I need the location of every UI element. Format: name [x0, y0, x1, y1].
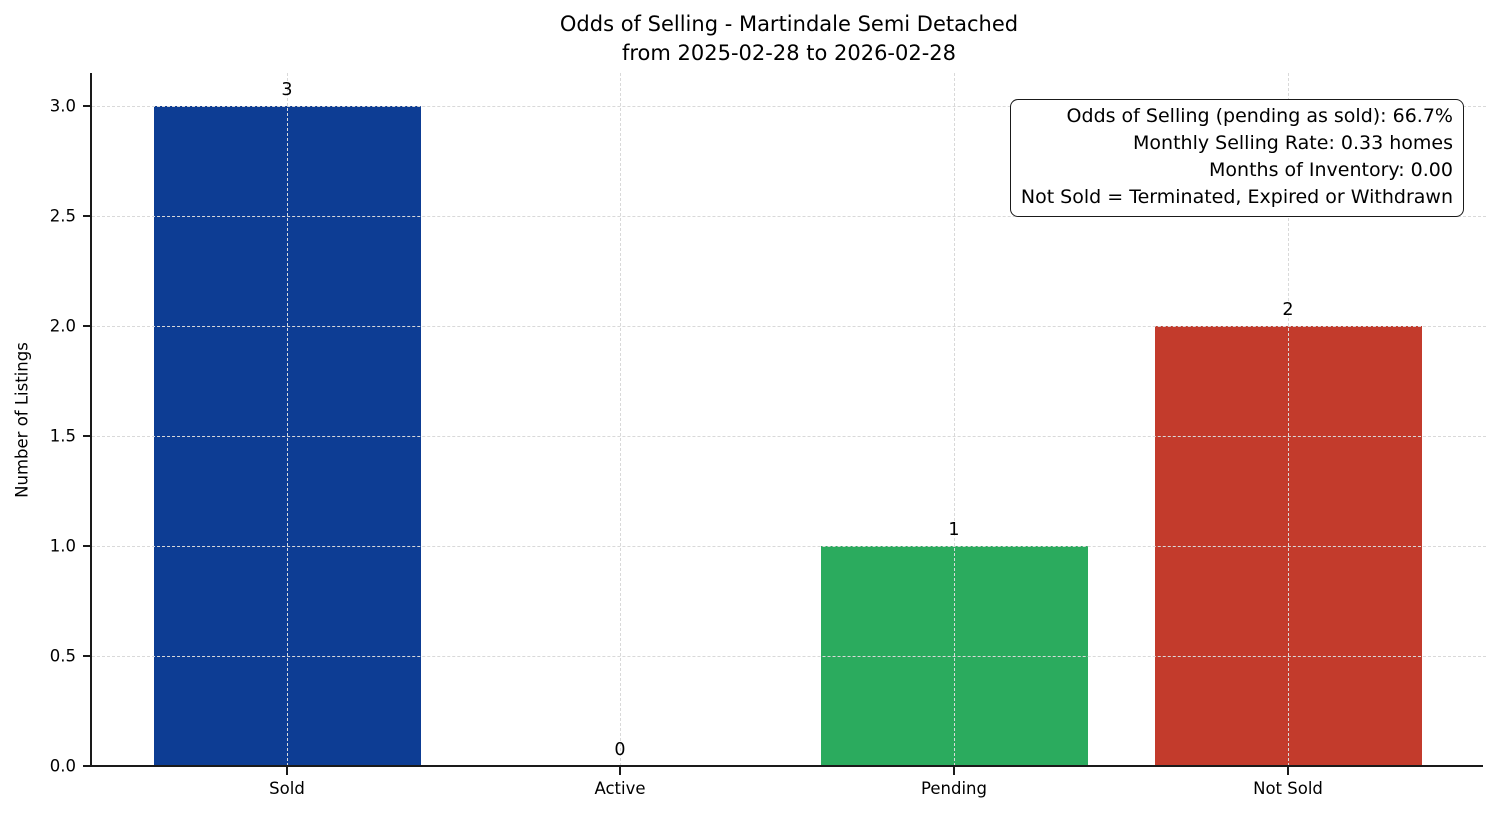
gridline-vertical — [954, 73, 955, 766]
gridline-horizontal — [92, 436, 1486, 437]
x-axis-tick — [1287, 766, 1289, 775]
bar-value-label: 2 — [1282, 300, 1294, 320]
x-tick-label: Pending — [921, 779, 987, 798]
y-tick-label: 2.0 — [49, 316, 76, 336]
chart-title: Odds of Selling - Martindale Semi Detach… — [92, 10, 1486, 68]
y-tick-label: 2.5 — [49, 206, 76, 226]
stats-annotation-box: Odds of Selling (pending as sold): 66.7%… — [1009, 99, 1464, 217]
stat-monthly-selling-rate: Monthly Selling Rate: 0.33 homes — [1133, 132, 1453, 154]
gridline-vertical — [620, 73, 621, 766]
gridline-horizontal — [92, 656, 1486, 657]
y-axis-spine — [90, 73, 92, 767]
x-axis-tick — [286, 766, 288, 775]
gridline-horizontal — [92, 106, 1486, 107]
bar-value-label: 0 — [614, 740, 626, 760]
chart-title-line2: from 2025-02-28 to 2026-02-28 — [621, 41, 957, 65]
y-axis-tick — [83, 655, 92, 657]
x-tick-label: Not Sold — [1253, 779, 1323, 798]
x-tick-label: Active — [594, 779, 646, 798]
y-tick-label: 1.0 — [49, 536, 76, 556]
gridline-horizontal — [92, 546, 1486, 547]
plot-area: Odds of Selling (pending as sold): 66.7%… — [50, 73, 1486, 798]
gridline-vertical — [287, 73, 288, 766]
y-tick-label: 1.5 — [49, 426, 76, 446]
x-tick-label: Sold — [269, 779, 305, 798]
y-axis-tick — [83, 215, 92, 217]
y-axis-title: Number of Listings — [12, 342, 32, 498]
stat-not-sold-definition: Not Sold = Terminated, Expired or Withdr… — [1020, 186, 1453, 208]
y-tick-label: 3.0 — [49, 96, 76, 116]
y-axis-tick — [83, 105, 92, 107]
stat-odds-of-selling: Odds of Selling (pending as sold): 66.7% — [1066, 105, 1453, 127]
y-axis-tick — [83, 325, 92, 327]
stat-months-of-inventory: Months of Inventory: 0.00 — [1209, 159, 1453, 181]
gridline-horizontal — [92, 216, 1486, 217]
y-axis-tick — [83, 765, 92, 767]
y-axis-tick — [83, 545, 92, 547]
bar-value-label: 3 — [281, 80, 293, 100]
gridline-horizontal — [92, 326, 1486, 327]
x-axis-spine — [90, 764, 1483, 767]
chart-title-line1: Odds of Selling - Martindale Semi Detach… — [559, 12, 1019, 36]
y-axis-tick — [83, 435, 92, 437]
gridline-vertical — [1288, 73, 1289, 766]
bar-value-label: 1 — [948, 520, 960, 540]
y-tick-label: 0.5 — [49, 646, 76, 666]
x-axis-tick — [619, 766, 621, 775]
y-tick-label: 0.0 — [49, 756, 76, 776]
x-axis-tick — [953, 766, 955, 775]
